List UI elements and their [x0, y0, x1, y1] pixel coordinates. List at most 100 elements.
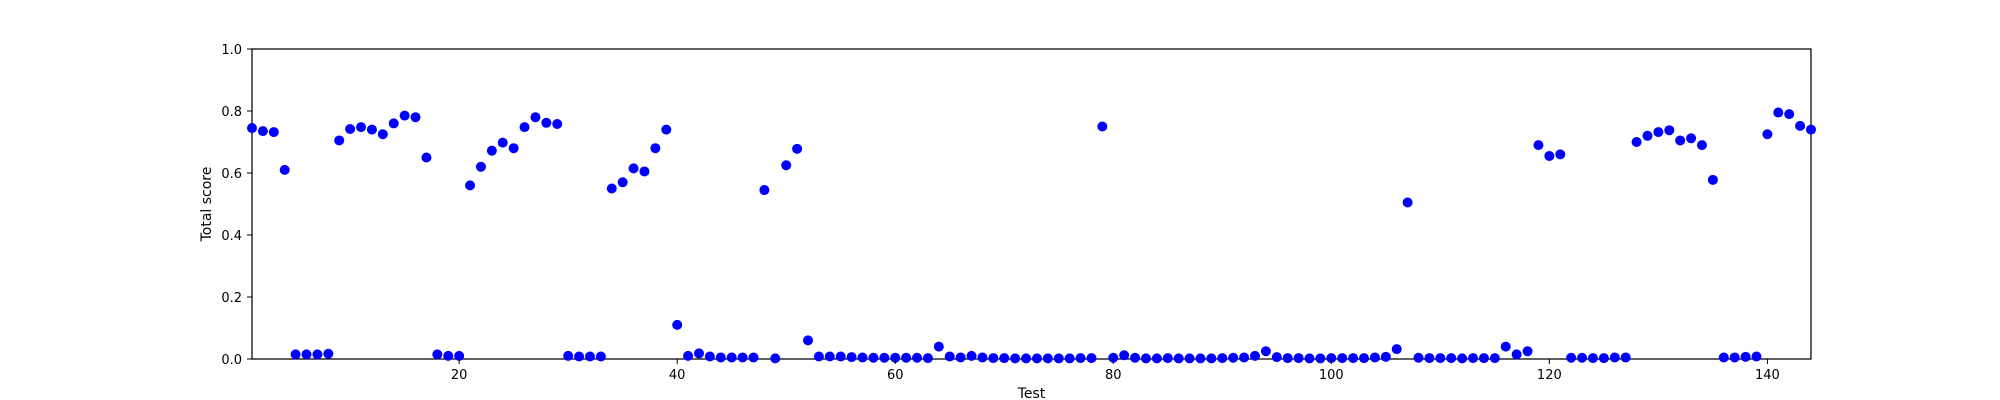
data-point [890, 352, 901, 363]
data-point [824, 351, 835, 362]
data-point [1119, 350, 1130, 361]
data-point [301, 349, 312, 360]
data-point [1446, 353, 1457, 364]
data-point [1642, 130, 1653, 141]
data-point [1751, 351, 1762, 362]
data-point [857, 352, 868, 363]
data-point [770, 353, 781, 364]
data-point [1206, 353, 1217, 364]
data-point [944, 351, 955, 362]
x-tick-label: 60 [887, 368, 904, 383]
data-point [268, 127, 279, 138]
y-tick-label: 1.0 [221, 43, 242, 58]
data-point [475, 161, 486, 172]
data-point [1413, 352, 1424, 363]
data-point [323, 348, 334, 359]
data-point [465, 180, 476, 191]
x-tick-label: 140 [1755, 368, 1780, 383]
data-point [279, 164, 290, 175]
data-point [1707, 174, 1718, 185]
data-point [1151, 353, 1162, 364]
data-point [366, 124, 377, 135]
data-point [1053, 353, 1064, 364]
data-point [257, 126, 268, 137]
data-point [1184, 353, 1195, 364]
data-point [650, 143, 661, 154]
data-point [1380, 351, 1391, 362]
data-point [1140, 353, 1151, 364]
data-point [1740, 351, 1751, 362]
x-tick-label: 100 [1319, 368, 1344, 383]
data-point [574, 351, 585, 362]
data-point [247, 123, 257, 134]
data-point [1609, 352, 1620, 363]
data-point [1533, 140, 1544, 151]
data-point [1402, 197, 1413, 208]
data-point [345, 123, 356, 134]
data-point [966, 350, 977, 361]
data-point [334, 135, 345, 146]
data-point [1468, 353, 1479, 364]
data-point [1773, 107, 1784, 118]
y-tick-label: 0.6 [221, 167, 242, 182]
data-point [432, 349, 443, 360]
data-point [606, 183, 617, 194]
data-point [1511, 349, 1522, 360]
data-point [1369, 352, 1380, 363]
data-point [486, 145, 497, 156]
data-point [1315, 353, 1326, 364]
data-point [1075, 353, 1086, 364]
x-tick-label: 120 [1537, 368, 1562, 383]
data-point [672, 319, 683, 330]
data-point [1522, 346, 1533, 357]
data-point [1304, 353, 1315, 364]
x-axis-label: Test [1017, 386, 1046, 400]
data-point [704, 351, 715, 362]
data-point [803, 335, 814, 346]
y-tick-label: 0.8 [221, 105, 242, 120]
data-point [1544, 150, 1555, 161]
data-point [290, 349, 301, 360]
data-point [726, 352, 737, 363]
data-point [1293, 353, 1304, 364]
y-tick-label: 0.2 [221, 291, 242, 306]
data-point [1631, 137, 1642, 147]
data-point [497, 137, 508, 148]
data-point [1784, 109, 1795, 120]
data-point [1359, 353, 1370, 364]
data-point [879, 352, 890, 363]
data-point [617, 177, 628, 188]
data-point [1424, 353, 1435, 364]
data-point [1500, 341, 1511, 352]
data-point [1795, 120, 1806, 131]
data-point [1064, 353, 1075, 364]
data-point [661, 124, 672, 135]
data-point [999, 353, 1010, 364]
data-point [454, 350, 465, 361]
data-point [683, 350, 694, 361]
data-point [693, 348, 704, 359]
data-point [1489, 353, 1500, 364]
data-point [933, 341, 944, 352]
data-point [1337, 353, 1348, 364]
data-point [1282, 353, 1293, 364]
data-points [247, 107, 1816, 364]
axes-frame [251, 48, 1812, 360]
data-point [388, 118, 399, 129]
y-axis-ticks: 0.0 0.2 0.4 0.6 0.8 1.0 [221, 43, 252, 368]
data-point [1021, 353, 1032, 364]
data-point [1587, 353, 1598, 364]
data-point [1042, 353, 1053, 364]
data-point [1675, 135, 1686, 146]
data-point [1173, 353, 1184, 364]
data-point [1031, 353, 1042, 364]
data-point [639, 166, 650, 177]
data-point [1239, 352, 1250, 363]
data-point [759, 185, 770, 196]
y-axis-label: Total score [199, 167, 215, 243]
data-point [781, 160, 792, 171]
data-point [846, 352, 857, 363]
data-point [1086, 353, 1097, 364]
